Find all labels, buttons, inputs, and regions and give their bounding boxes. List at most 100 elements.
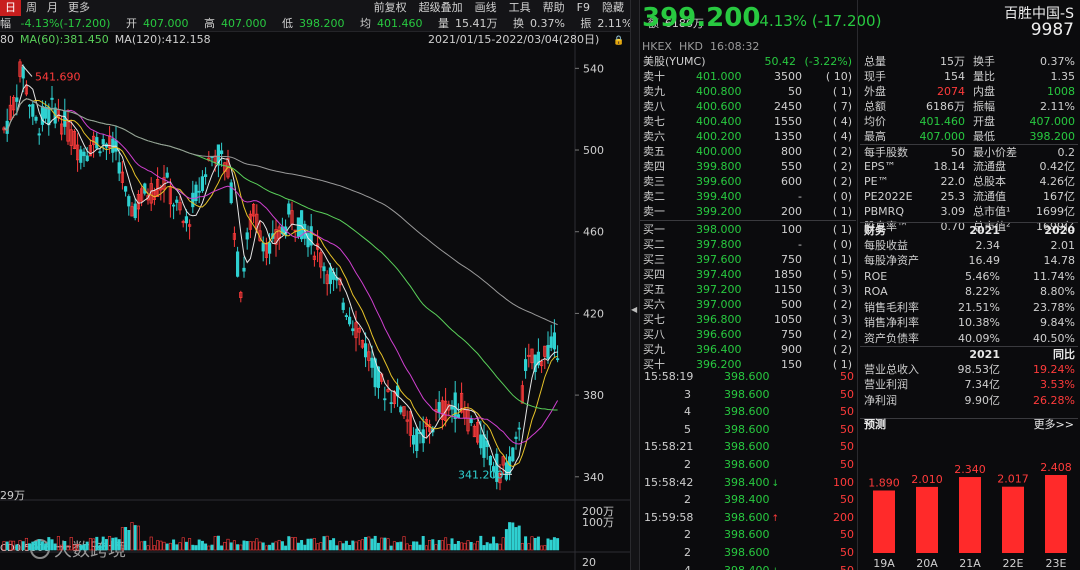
volume-bar [389, 545, 393, 551]
finance-value: 8.22% [965, 285, 1000, 298]
bid-count: ( 2) [832, 328, 852, 341]
candle-body [146, 195, 150, 201]
volume-bar [268, 544, 272, 551]
ask-volume: 550 [781, 160, 802, 173]
tick-volume: 50 [840, 528, 854, 542]
ask-price: 399.800 [696, 160, 742, 173]
volume-bar [405, 543, 409, 551]
volume-bar [191, 544, 195, 551]
tab-2[interactable]: 月 [47, 1, 58, 14]
volume-bar [143, 540, 147, 551]
volume-bar [197, 539, 201, 551]
candle-body [267, 242, 272, 254]
volume-bar [463, 542, 467, 551]
candle-body [191, 192, 195, 208]
volume-bar [392, 541, 396, 551]
stat-label: 流通值 [973, 190, 1006, 203]
panel-divider[interactable] [630, 0, 640, 570]
bid-row: 买十 396.200 150 ( 1) [640, 357, 856, 372]
candle-body [165, 172, 169, 178]
candle-body [306, 233, 310, 248]
tool-0[interactable]: 前复权 [373, 1, 407, 14]
volume-bar [431, 539, 435, 551]
volume-bar [437, 540, 441, 551]
finance-value: 8.80% [1040, 285, 1075, 298]
ask-row: 卖一 399.200 200 ( 1) [640, 204, 856, 219]
forecast-bar [916, 486, 938, 553]
tab-3[interactable]: 更多 [68, 1, 90, 14]
candle-body [437, 402, 441, 413]
finance-label: 每股收益 [864, 238, 908, 252]
candle-body [469, 418, 473, 424]
tool-3[interactable]: 工具 [508, 1, 531, 14]
tool-1[interactable]: 超级叠加 [418, 1, 463, 14]
tick-row: 15:58:21 398.600 50 [640, 438, 858, 456]
volume-bar [277, 539, 281, 551]
candle-body [299, 210, 304, 240]
candle-body [453, 392, 457, 419]
tool-4[interactable]: 帮助 [542, 1, 565, 14]
volume-label: 29万 [0, 489, 25, 502]
lock-icon[interactable]: 🔒 [613, 35, 624, 46]
ask-row: 卖四 399.800 550 ( 2) [640, 159, 856, 174]
candle-body [274, 229, 278, 245]
candle-body [15, 97, 19, 102]
bid-label: 买一 [643, 223, 665, 236]
kline-chart[interactable]: 540 500 460 420 380 340 80 MA(60):381.450 MA(12… [0, 32, 630, 570]
ask-price: 400.000 [696, 145, 742, 158]
tick-price: 398.600 [724, 403, 772, 423]
volume-bar [296, 542, 300, 551]
high-label: 高 407.000 [203, 17, 267, 30]
bid-price: 397.400 [696, 268, 742, 281]
volume-bar [18, 540, 22, 551]
volume-bar [293, 537, 297, 551]
volume-bar [354, 541, 358, 551]
volume-bar [28, 543, 32, 551]
stat-row: PE™ 22.0 总股本 4.26亿 [860, 174, 1078, 189]
tool-2[interactable]: 画线 [474, 1, 497, 14]
finance-label: ROA [864, 285, 888, 298]
finance-header: 财务 2021 2020 [860, 222, 1078, 238]
bid-count: ( 5) [832, 268, 852, 281]
volume-bar [194, 545, 198, 551]
volume-bar [207, 545, 211, 551]
candle-body [514, 436, 518, 439]
volume-bar [149, 536, 153, 551]
forecast-more-link[interactable]: 更多>> [1034, 418, 1074, 431]
finance-row: 每股净资产 16.49 14.78 [860, 253, 1078, 269]
volume-bar [229, 542, 233, 551]
candle-body [296, 217, 301, 237]
ma-legend: 80 MA(60):381.450 MA(120):412.158 [0, 33, 211, 46]
tab-1[interactable]: 周 [26, 1, 37, 14]
volume-bar [245, 541, 249, 551]
candle-body [319, 252, 323, 268]
tool-5[interactable]: F9 [576, 1, 590, 14]
bid-label: 买九 [643, 343, 665, 356]
bid-count: ( 3) [832, 313, 852, 326]
candle-body [402, 406, 406, 417]
volume-bar [236, 544, 240, 551]
tab-0[interactable]: 日 [0, 0, 21, 16]
ask-count: ( 4) [832, 130, 852, 143]
candle-body [60, 123, 64, 135]
candle-body [440, 400, 445, 420]
tick-price: 398.400↓ [724, 562, 779, 570]
collapse-arrow-icon[interactable]: ◀ [631, 305, 638, 314]
volume-bar [546, 538, 550, 551]
stat-label: PE™ [864, 175, 889, 188]
tick-volume: 50 [840, 457, 854, 471]
bid-label: 买五 [643, 283, 665, 296]
bid-price: 396.600 [696, 328, 742, 341]
tick-price-value: 398.600 [724, 405, 770, 419]
candle-body [540, 360, 544, 367]
candle-body [194, 184, 198, 202]
volume-bar [552, 537, 556, 551]
candle-body [312, 255, 317, 260]
volume-bar [168, 542, 172, 551]
bid-label: 买十 [643, 358, 665, 371]
bid-price: 397.800 [696, 238, 742, 251]
candle-body [552, 332, 557, 350]
tool-6[interactable]: 隐藏 [602, 1, 624, 14]
tick-price-value: 398.400 [724, 564, 770, 570]
volume-bar [2, 541, 6, 551]
